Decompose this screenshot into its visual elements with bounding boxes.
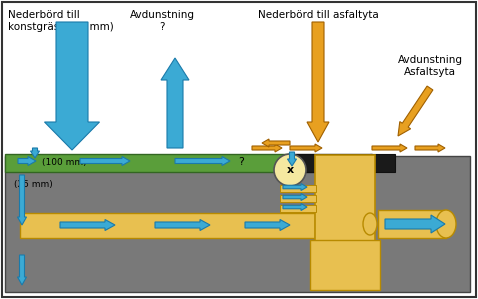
FancyArrow shape	[18, 156, 36, 166]
Text: Avdunstning
?: Avdunstning ?	[130, 10, 195, 32]
Text: x: x	[286, 165, 293, 175]
FancyArrow shape	[18, 175, 26, 225]
Text: ?: ?	[238, 157, 244, 167]
Ellipse shape	[363, 213, 377, 235]
Bar	[370, 154, 395, 172]
FancyArrow shape	[80, 156, 130, 166]
Circle shape	[274, 154, 306, 186]
Text: (25 mm): (25 mm)	[14, 181, 53, 190]
FancyArrow shape	[60, 219, 115, 231]
FancyArrow shape	[252, 144, 282, 152]
FancyArrow shape	[175, 156, 230, 166]
Text: Avdunstning
Asfaltsyta: Avdunstning Asfaltsyta	[398, 55, 463, 77]
Bar	[315, 155, 375, 290]
FancyArrow shape	[245, 219, 290, 231]
Bar	[280, 185, 316, 192]
FancyArrow shape	[287, 152, 296, 166]
FancyArrow shape	[385, 215, 445, 233]
Bar	[20, 213, 315, 238]
Bar	[5, 156, 470, 292]
FancyArrow shape	[18, 255, 26, 285]
FancyArrow shape	[372, 144, 407, 152]
FancyArrow shape	[44, 22, 99, 150]
Bar	[5, 154, 292, 172]
FancyArrow shape	[290, 144, 322, 152]
FancyArrow shape	[307, 22, 329, 142]
FancyArrow shape	[415, 144, 445, 152]
FancyArrow shape	[283, 193, 307, 201]
FancyArrow shape	[31, 148, 40, 158]
FancyArrow shape	[283, 204, 307, 210]
Ellipse shape	[436, 210, 456, 238]
Text: Nederbörd till
konstgräs (540 mm): Nederbörd till konstgräs (540 mm)	[8, 10, 114, 32]
Text: (100 mm): (100 mm)	[42, 158, 87, 167]
Bar	[378, 210, 446, 238]
FancyArrow shape	[155, 219, 210, 231]
Bar	[280, 205, 316, 212]
Bar	[292, 154, 372, 172]
FancyArrow shape	[161, 58, 189, 148]
Bar	[280, 195, 316, 202]
FancyArrow shape	[283, 184, 307, 190]
FancyArrow shape	[262, 139, 290, 147]
Text: Nederbörd till asfaltyta: Nederbörd till asfaltyta	[258, 10, 379, 20]
FancyArrow shape	[398, 86, 433, 136]
Bar	[310, 240, 380, 290]
